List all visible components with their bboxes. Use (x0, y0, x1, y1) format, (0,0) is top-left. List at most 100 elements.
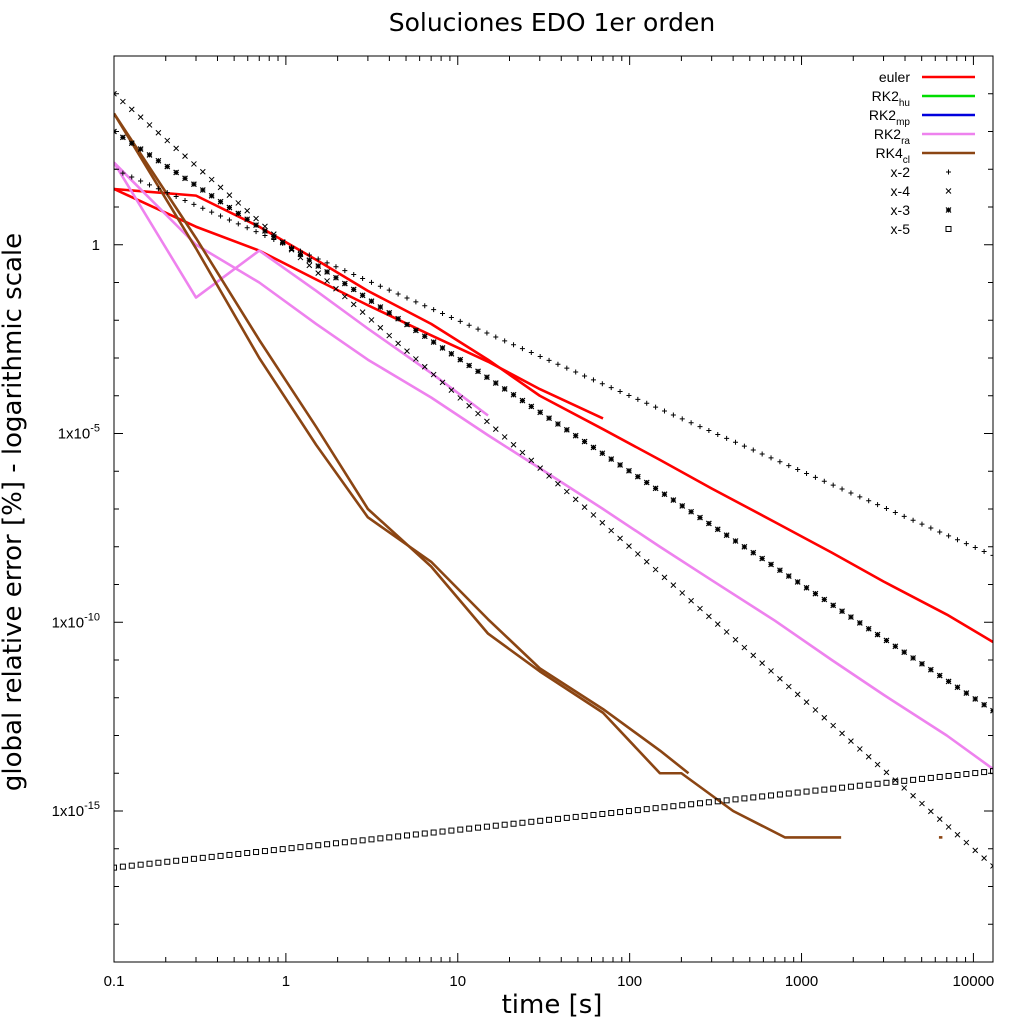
data-point (821, 786, 828, 793)
data-point (315, 270, 322, 277)
data-point (484, 330, 490, 336)
legend-item-rk4cl: RK4cl (876, 145, 975, 166)
data-point (466, 322, 472, 328)
data-point (440, 311, 446, 317)
data-point (492, 426, 499, 433)
x-tick-label: 1 (282, 973, 290, 990)
data-point (839, 486, 845, 492)
data-point (502, 338, 508, 344)
data-point (457, 395, 464, 401)
data-point (119, 134, 126, 141)
data-point (128, 106, 135, 113)
data-point (643, 558, 650, 565)
data-point (856, 746, 863, 752)
data-point (644, 400, 650, 406)
data-point (395, 833, 402, 840)
data-point (972, 545, 978, 551)
data-point (430, 339, 437, 346)
data-point (226, 851, 233, 858)
data-point (421, 363, 428, 370)
data-point (368, 317, 375, 323)
data-point (679, 802, 686, 809)
data-point (351, 272, 357, 278)
data-point (946, 533, 952, 539)
data-point (759, 793, 766, 800)
data-point (510, 441, 517, 448)
data-point (679, 416, 685, 422)
data-point (182, 856, 189, 863)
data-point (706, 428, 712, 434)
data-point (466, 402, 473, 409)
data-point (848, 738, 854, 745)
data-point (412, 831, 419, 838)
data-point (581, 504, 588, 511)
data-point (350, 301, 357, 308)
series-rk4cl (114, 112, 943, 839)
data-point (937, 529, 943, 535)
data-point (226, 192, 233, 199)
data-point (235, 200, 242, 206)
data-point (821, 596, 828, 603)
data-point (741, 795, 748, 802)
data-point (670, 412, 676, 418)
data-point (217, 198, 224, 205)
data-point (590, 512, 597, 518)
data-point (741, 443, 747, 449)
data-point (653, 404, 659, 410)
data-point (341, 280, 348, 287)
data-point (404, 321, 410, 328)
data-point (599, 519, 606, 526)
data-point (866, 498, 872, 504)
data-point (253, 215, 259, 222)
data-point (422, 303, 428, 309)
data-point (173, 857, 180, 864)
data-point (803, 584, 810, 591)
data-point (306, 252, 312, 258)
data-point (635, 396, 641, 402)
data-point (270, 847, 277, 854)
data-point (128, 862, 135, 869)
data-point (528, 403, 535, 410)
data-point (146, 122, 153, 128)
data-point (688, 420, 694, 426)
series-line-euler (114, 187, 993, 644)
data-point (679, 502, 686, 509)
data-point (581, 438, 588, 445)
data-point (972, 696, 979, 702)
data-point (945, 772, 952, 779)
legend-label: x-4 (891, 183, 911, 199)
data-point (395, 291, 401, 297)
data-point (910, 517, 916, 523)
data-point (839, 784, 846, 791)
y-tick-label: 1 (92, 237, 100, 254)
data-point (919, 660, 925, 667)
data-point (972, 847, 979, 854)
legend-swatch (945, 188, 952, 194)
data-point (324, 278, 330, 284)
legend-swatch (945, 207, 952, 213)
data-point (563, 814, 570, 821)
data-point (936, 773, 943, 780)
data-point (812, 787, 819, 794)
data-point (235, 850, 242, 857)
data-point (386, 332, 393, 339)
y-axis-title: global relative error [%] - logarithmic … (0, 233, 28, 791)
data-point (199, 168, 206, 175)
data-point (741, 644, 748, 651)
data-point (190, 855, 197, 862)
data-point (945, 678, 952, 685)
data-point (191, 201, 197, 207)
data-point (661, 491, 668, 498)
data-point (492, 380, 499, 386)
data-point (448, 350, 455, 357)
data-point (954, 831, 961, 838)
data-point (572, 496, 579, 503)
x-tick-label: 10000 (953, 973, 995, 990)
data-point (786, 463, 792, 469)
data-point (288, 245, 295, 252)
data-point (812, 474, 818, 480)
legend-item-x-5: x-5 (891, 221, 952, 237)
data-point (688, 508, 695, 515)
data-point (324, 841, 331, 848)
data-point (981, 548, 987, 554)
